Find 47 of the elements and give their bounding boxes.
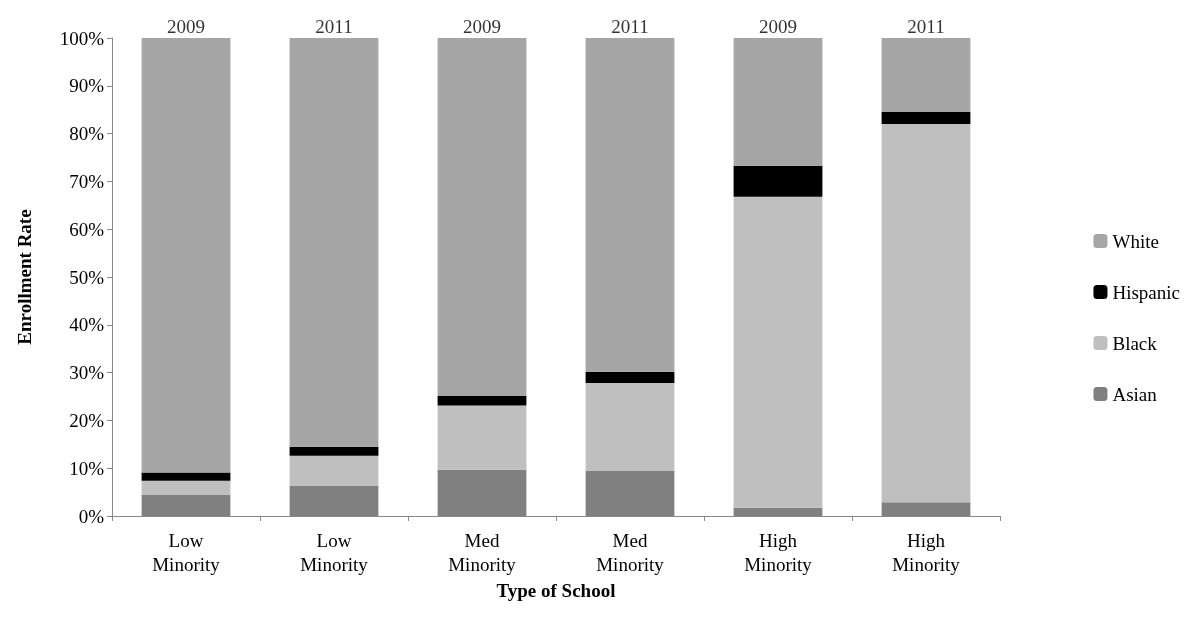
y-tick-label: 20% <box>69 409 105 431</box>
bar <box>881 112 971 125</box>
legend-label: Asian <box>1112 383 1158 405</box>
x-tick-label: Low Minority <box>152 529 221 575</box>
x-tick-label: High Minority <box>744 529 813 575</box>
bar <box>289 446 379 456</box>
y-tick-label: 50% <box>69 266 105 288</box>
legend-label: Black <box>1112 332 1158 354</box>
bar <box>289 38 379 447</box>
y-tick-label: 0% <box>78 505 105 527</box>
bar <box>733 196 823 508</box>
x-tick-label: Low Minority <box>300 529 369 575</box>
bar <box>733 38 823 166</box>
y-tick-label: 90% <box>69 75 105 97</box>
text: 2009 <box>463 16 501 37</box>
bar <box>289 455 379 486</box>
bar <box>733 165 823 197</box>
text: 2011 <box>611 16 649 37</box>
bar <box>585 38 675 372</box>
text: 2009 <box>167 16 205 37</box>
y-tick-label: 80% <box>69 123 105 145</box>
text: 2009 <box>759 16 797 37</box>
bar <box>585 371 675 384</box>
x-tick-label: Med Minority <box>596 529 665 575</box>
legend-label: White <box>1112 230 1159 252</box>
legend-label: Hispanic <box>1112 281 1181 303</box>
y-tick-label: 40% <box>69 314 105 336</box>
bar <box>437 405 527 470</box>
bar <box>881 38 971 113</box>
text: 2011 <box>907 16 945 37</box>
bar <box>141 480 231 495</box>
x-tick-label: Med Minority <box>448 529 517 575</box>
bar <box>881 124 971 503</box>
text: 2011 <box>315 16 353 37</box>
y-tick-label: 10% <box>69 457 105 479</box>
y-tick-label: 30% <box>69 362 105 384</box>
y-tick-label: 70% <box>69 170 105 192</box>
y-tick-label: 100% <box>59 27 105 49</box>
bar <box>437 396 527 406</box>
y-tick-label: 60% <box>69 218 105 240</box>
bar <box>141 38 231 473</box>
y-axis-title: Enrollment Rate <box>14 209 35 345</box>
bar <box>437 38 527 397</box>
bar <box>585 383 675 471</box>
x-axis-title: Type of School <box>496 579 616 601</box>
x-tick-label: High Minority <box>892 529 961 575</box>
bar <box>141 472 231 481</box>
